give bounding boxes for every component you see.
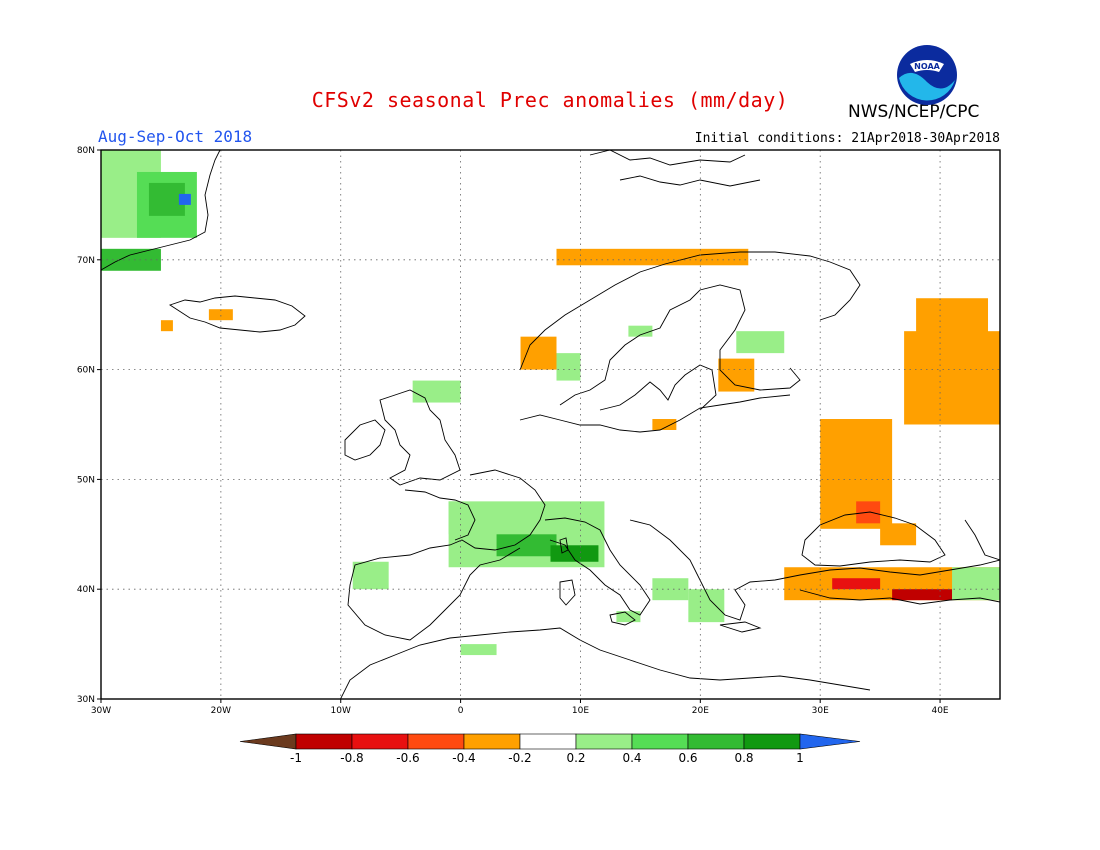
anomaly-cell-18 — [904, 331, 1000, 425]
org-label: NWS/NCEP/CPC — [848, 102, 980, 122]
lon-tick-label: 40E — [931, 706, 948, 716]
anomaly-cell-25 — [652, 578, 689, 601]
anomaly-cells-layer — [101, 150, 1000, 656]
colorbar-bin — [575, 733, 633, 750]
anomaly-cell-23 — [550, 545, 599, 562]
lat-tick-label: 60N — [77, 366, 95, 376]
lon-tick-label: 30E — [812, 706, 829, 716]
anomaly-cell-14 — [652, 419, 677, 430]
colorbar-label: -0.4 — [452, 751, 475, 765]
colorbar-label: -1 — [290, 751, 302, 765]
colorbar-bin — [743, 733, 801, 750]
initial-conditions-label: Initial conditions: 21Apr2018-30Apr2018 — [694, 131, 1000, 146]
map-title: CFSv2 seasonal Prec anomalies (mm/day) — [311, 88, 789, 112]
lat-tick-label: 30N — [77, 695, 95, 705]
axis-ticks-layer: 30W 20W 10W 0 10E 20E 30E 40E 30N 40N 50N 60N 70N 80N — [77, 146, 949, 716]
colorbar-label: 0.6 — [678, 751, 697, 765]
anomaly-cell-22 — [496, 534, 557, 557]
colorbar-label: 0.8 — [734, 751, 753, 765]
anomaly-cell-10 — [520, 336, 557, 370]
lon-tick-label: 0 — [458, 706, 464, 716]
lon-tick-label: 20E — [692, 706, 709, 716]
map-frame — [100, 149, 1001, 700]
colorbar-high-extension — [799, 733, 861, 750]
anomaly-cell-28 — [832, 578, 881, 590]
colorbar-label: 0.4 — [622, 751, 641, 765]
noaa-logo-text: NOAA — [914, 62, 940, 71]
anomaly-cell-24 — [352, 561, 389, 590]
noaa-logo: NOAA — [897, 45, 957, 105]
anomaly-cell-32 — [616, 611, 641, 623]
lat-tick-label: 80N — [77, 146, 95, 156]
colorbar-label: 1 — [796, 751, 804, 765]
colorbar: -1 -0.8 -0.6 -0.4 -0.2 0.2 0.4 0.6 0.8 1 — [239, 733, 861, 765]
graticule-layer — [101, 150, 1000, 699]
anomaly-cell-5 — [208, 309, 233, 321]
colorbar-bin — [351, 733, 409, 750]
anomaly-cell-19 — [916, 298, 989, 337]
anomaly-cell-7 — [556, 248, 749, 266]
lon-tick-label: 10W — [331, 706, 351, 716]
anomaly-cell-11 — [736, 331, 785, 354]
anomaly-cell-6 — [160, 320, 173, 332]
anomaly-cell-17 — [880, 523, 917, 546]
colorbar-low-extension — [239, 733, 297, 750]
colorbar-label: -0.2 — [508, 751, 531, 765]
colorbar-label: 0.2 — [566, 751, 585, 765]
colorbar-label: -0.8 — [340, 751, 363, 765]
anomaly-cell-8 — [412, 380, 461, 403]
lon-tick-label: 10E — [572, 706, 589, 716]
colorbar-bin — [407, 733, 465, 750]
lon-tick-label: 30W — [91, 706, 111, 716]
anomaly-cell-12 — [628, 325, 653, 337]
colorbar-bin — [687, 733, 745, 750]
colorbar-bin — [519, 733, 577, 750]
colorbar-bin — [631, 733, 689, 750]
anomaly-cell-9 — [556, 353, 581, 381]
lon-tick-label: 20W — [211, 706, 231, 716]
anomaly-cell-31 — [460, 644, 497, 656]
colorbar-bin — [295, 733, 353, 750]
anomaly-cell-26 — [688, 589, 725, 623]
anomaly-cell-3 — [178, 193, 191, 205]
colorbar-label: -0.6 — [396, 751, 419, 765]
anomaly-cell-29 — [892, 589, 953, 601]
lat-tick-label: 70N — [77, 256, 95, 266]
lat-tick-label: 40N — [77, 585, 95, 595]
colorbar-bin — [463, 733, 521, 750]
anomaly-cell-4 — [101, 248, 161, 271]
period-label: Aug-Sep-Oct 2018 — [98, 127, 253, 146]
lat-tick-label: 50N — [77, 475, 95, 485]
anomaly-cell-13 — [718, 358, 755, 392]
coastline-layer — [101, 150, 1000, 699]
anomaly-cell-30 — [952, 567, 1000, 601]
